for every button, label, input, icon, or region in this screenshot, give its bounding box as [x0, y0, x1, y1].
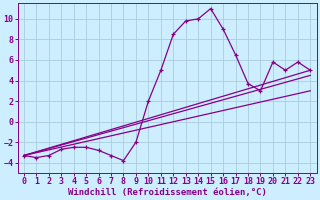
X-axis label: Windchill (Refroidissement éolien,°C): Windchill (Refroidissement éolien,°C) — [68, 188, 267, 197]
